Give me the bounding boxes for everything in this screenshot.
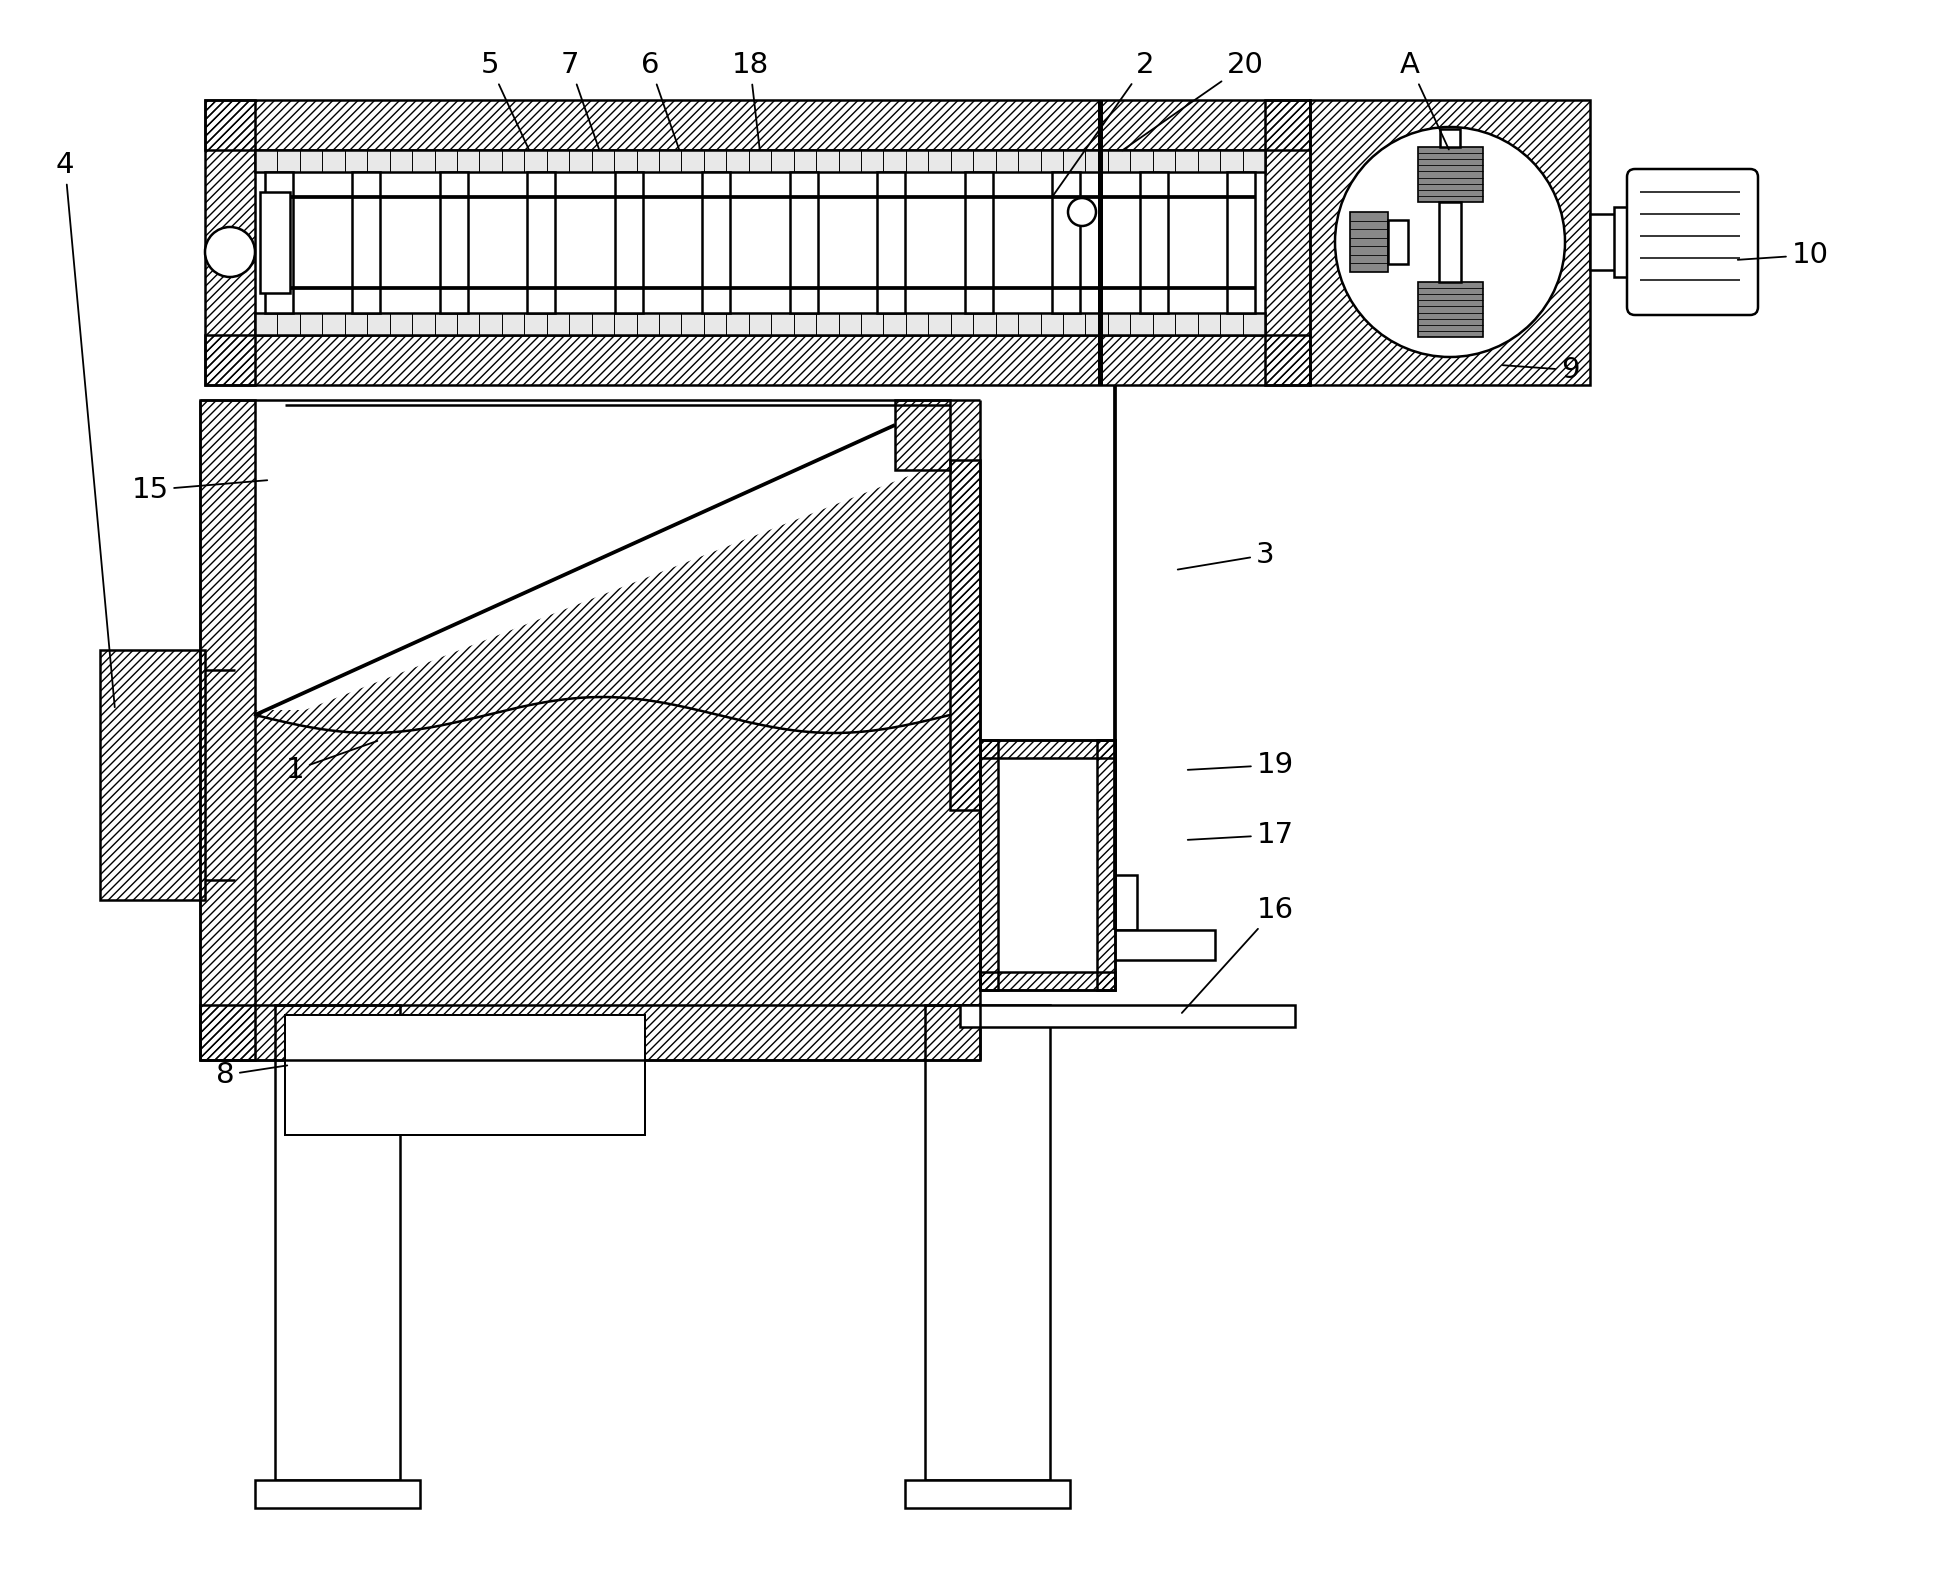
Bar (979, 740, 999, 991)
Circle shape (1068, 198, 1096, 227)
Bar (1140, 173, 1167, 312)
Bar (285, 1014, 646, 1135)
Bar (1439, 201, 1460, 282)
Circle shape (1334, 127, 1565, 357)
Bar (1094, 875, 1136, 930)
Text: 16: 16 (1183, 896, 1293, 1013)
Bar (1417, 147, 1483, 201)
Bar (260, 192, 291, 293)
Text: 17: 17 (1189, 821, 1293, 850)
Text: A: A (1400, 51, 1448, 149)
Text: 20: 20 (1123, 51, 1264, 151)
Text: 3: 3 (1177, 540, 1274, 569)
Bar (200, 1005, 979, 1060)
Bar (950, 460, 979, 810)
Bar (256, 151, 1264, 173)
Text: 1: 1 (285, 740, 378, 785)
Bar (1613, 208, 1633, 277)
Bar (615, 173, 644, 312)
Bar (1053, 173, 1080, 312)
Bar (440, 173, 467, 312)
Bar (1097, 740, 1115, 991)
Text: 4: 4 (56, 151, 114, 707)
Text: 5: 5 (481, 51, 529, 149)
Bar (979, 740, 1115, 991)
Text: 6: 6 (640, 51, 679, 149)
Text: 19: 19 (1189, 751, 1293, 778)
Circle shape (206, 227, 256, 277)
Bar (896, 399, 950, 471)
Text: 2: 2 (1051, 51, 1154, 198)
Text: 18: 18 (731, 51, 768, 149)
Bar (101, 650, 206, 900)
Text: 9: 9 (1503, 357, 1578, 384)
Polygon shape (256, 399, 950, 710)
FancyBboxPatch shape (1627, 170, 1759, 315)
Bar (702, 173, 731, 312)
Bar (1227, 173, 1255, 312)
Bar (1350, 212, 1388, 273)
Bar (979, 972, 1115, 991)
Text: 8: 8 (215, 1060, 287, 1089)
Bar (1014, 930, 1216, 961)
Bar (1388, 220, 1408, 265)
Bar (200, 399, 256, 1060)
Bar (275, 1005, 399, 1480)
Bar (256, 151, 1264, 334)
Bar (256, 312, 1264, 334)
Bar (964, 173, 993, 312)
Bar (256, 1480, 421, 1507)
Bar (1441, 128, 1460, 147)
Text: 7: 7 (560, 51, 599, 149)
Bar (876, 173, 906, 312)
Bar (1417, 282, 1483, 338)
Bar (206, 334, 1311, 385)
Bar (1264, 100, 1311, 385)
Bar (256, 399, 979, 1005)
Bar (789, 173, 818, 312)
Bar (960, 1005, 1295, 1027)
Bar (206, 100, 1311, 151)
Bar (979, 740, 1115, 758)
Bar (206, 100, 256, 385)
Bar (906, 1480, 1070, 1507)
Bar (1311, 100, 1590, 385)
Bar (353, 173, 380, 312)
Text: 10: 10 (1737, 241, 1828, 269)
Bar (1590, 214, 1617, 269)
Bar (266, 173, 293, 312)
Bar (925, 1005, 1051, 1480)
Text: 15: 15 (132, 476, 268, 504)
Bar (527, 173, 555, 312)
